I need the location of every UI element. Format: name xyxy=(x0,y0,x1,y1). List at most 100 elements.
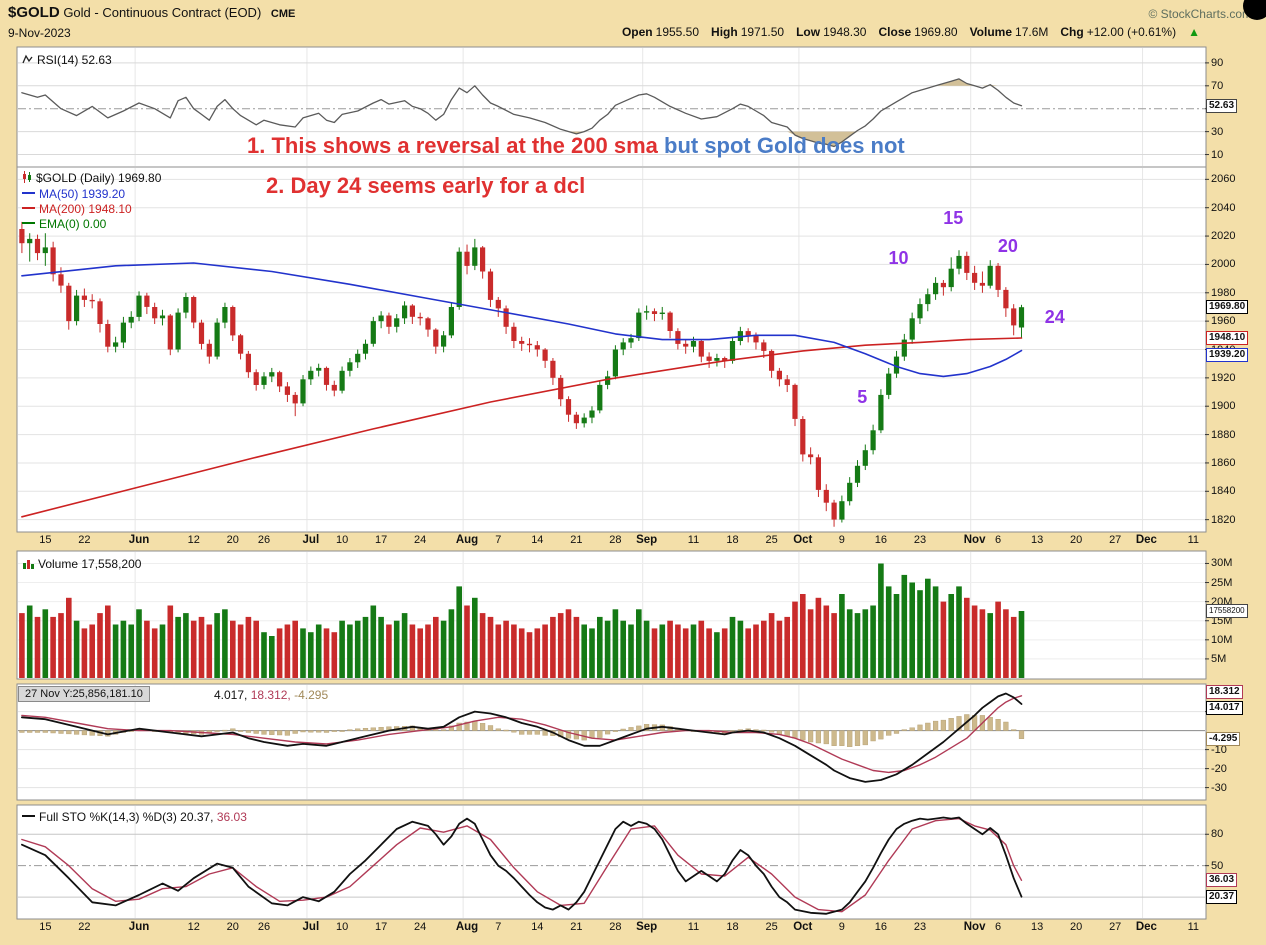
y-axis-label: 30M xyxy=(1211,557,1233,570)
ma50-label: MA(50) 1939.20 xyxy=(39,187,126,201)
x-axis-label: 16 xyxy=(874,534,888,546)
x-axis-label: 26 xyxy=(257,534,271,546)
chart-header: $GOLD Gold - Continuous Contract (EOD) C… xyxy=(8,4,295,21)
ema-swatch xyxy=(22,222,35,225)
volume-legend: Volume 17,558,200 xyxy=(22,557,141,572)
y-axis-label: 70 xyxy=(1211,79,1224,92)
sto-swatch xyxy=(22,815,35,818)
x-axis-label: 20 xyxy=(226,921,239,933)
x-axis-label: 11 xyxy=(1187,921,1199,933)
quote-item: Close 1969.80 xyxy=(878,25,958,39)
x-axis-label: 11 xyxy=(1187,534,1199,546)
x-axis-label: 11 xyxy=(687,534,700,546)
x-axis-label: 28 xyxy=(609,534,622,546)
x-axis-label: Oct xyxy=(793,921,813,933)
x-axis-label: 25 xyxy=(765,534,778,546)
x-axis-label: 17 xyxy=(375,534,388,546)
value-box: 1948.10 xyxy=(1206,331,1249,345)
x-axis-label: 20 xyxy=(226,534,239,546)
y-axis-label: 1860 xyxy=(1211,456,1236,469)
volume-bars-icon xyxy=(22,558,35,572)
x-axis-label: 18 xyxy=(726,921,739,933)
annotation-day24: 2. Day 24 seems early for a dcl xyxy=(266,173,586,198)
sto-legend: Full STO %K(14,3) %D(3) 20.37, 36.03 xyxy=(22,810,247,824)
price-legend: $GOLD (Daily) 1969.80 MA(50) 1939.20 MA(… xyxy=(22,171,161,232)
x-axis-label: Nov xyxy=(963,921,986,933)
day-count-label: 10 xyxy=(888,247,909,268)
rsi-label: RSI(14) 52.63 xyxy=(37,53,112,67)
y-axis-label: 2060 xyxy=(1211,173,1236,186)
x-axis-label: 9 xyxy=(838,921,845,933)
ma50-swatch xyxy=(22,192,35,195)
y-axis-label: 1920 xyxy=(1211,371,1236,384)
value-box: 52.63 xyxy=(1206,98,1238,113)
x-axis-label: Oct xyxy=(793,534,813,546)
x-axis-label: 20 xyxy=(1070,534,1083,546)
macd-value: 4.017, xyxy=(214,688,248,702)
x-axis-label: 15 xyxy=(39,921,52,933)
y-axis-label: -10 xyxy=(1211,743,1227,756)
y-axis-label: 1880 xyxy=(1211,428,1236,441)
x-axis-label: Nov xyxy=(963,534,986,546)
x-axis-label: 14 xyxy=(531,921,544,933)
crosshair-tooltip: 27 Nov Y:25,856,181.10 xyxy=(18,686,150,702)
indicator-icon xyxy=(22,54,34,68)
y-axis-label: 30 xyxy=(1211,125,1224,138)
symbol-label: $GOLD xyxy=(8,4,60,21)
x-axis-label: 13 xyxy=(1030,921,1044,933)
x-axis-label: 24 xyxy=(414,921,427,933)
day-count-label: 24 xyxy=(1044,307,1065,328)
value-box: 1969.80 xyxy=(1206,300,1249,315)
x-axis-label: 14 xyxy=(531,534,544,546)
y-axis-label: 80 xyxy=(1211,828,1224,841)
y-axis-label: 50 xyxy=(1211,859,1224,872)
value-box: 17558200 xyxy=(1206,603,1248,618)
x-axis-label: 12 xyxy=(187,534,200,546)
value-box: -4.295 xyxy=(1206,731,1241,746)
x-axis-label: 6 xyxy=(994,921,1002,933)
x-axis-label: 6 xyxy=(994,534,1002,546)
value-box: 18.312 xyxy=(1206,684,1243,699)
annotation-red-text: 1. This shows a reversal at the 200 sma xyxy=(247,133,658,158)
ma200-label: MA(200) 1948.10 xyxy=(39,202,132,216)
x-axis-label: 27 xyxy=(1109,921,1122,933)
quote-item: Low 1948.30 xyxy=(796,25,867,39)
y-axis-label: 10M xyxy=(1211,633,1233,646)
y-axis-label: 2040 xyxy=(1211,201,1236,214)
x-axis-label: 26 xyxy=(257,921,271,933)
x-axis-label: Dec xyxy=(1135,921,1157,933)
y-axis-label: 2020 xyxy=(1211,230,1236,243)
day-count-label: 15 xyxy=(943,208,964,229)
x-axis-label: 27 xyxy=(1109,534,1122,546)
chg-arrow-icon: ▲ xyxy=(1188,25,1200,39)
x-axis-label: Jul xyxy=(302,921,320,933)
y-axis-label: -30 xyxy=(1211,781,1227,794)
x-axis-label: 21 xyxy=(570,921,583,933)
x-axis-label: 23 xyxy=(913,921,927,933)
quote-item: Chg +12.00 (+0.61%) xyxy=(1060,25,1177,39)
x-axis-label: Jun xyxy=(128,921,150,933)
y-axis-label: -20 xyxy=(1211,762,1227,775)
x-axis-label: 24 xyxy=(414,534,427,546)
exchange-label: CME xyxy=(270,8,296,20)
x-axis-label: 20 xyxy=(1070,921,1083,933)
ema-legend-row: EMA(0) 0.00 xyxy=(22,217,161,232)
annotation-reversal: 1. This shows a reversal at the 200 sma … xyxy=(247,133,905,159)
y-axis-label: 90 xyxy=(1211,56,1224,69)
value-box: 20.37 xyxy=(1206,889,1238,904)
x-axis-label: 9 xyxy=(838,534,845,546)
ma200-legend-row: MA(200) 1948.10 xyxy=(22,202,161,217)
y-axis-label: 10 xyxy=(1211,148,1224,161)
macd-signal-value: 18.312, xyxy=(250,688,291,702)
y-axis-label: 1840 xyxy=(1211,485,1236,498)
x-axis-label: 25 xyxy=(765,921,778,933)
y-axis-label: 5M xyxy=(1211,652,1227,665)
corner-overlay-icon[interactable] xyxy=(1243,0,1266,20)
macd-legend: 4.017, 18.312, -4.295 xyxy=(214,688,328,702)
ma50-legend-row: MA(50) 1939.20 xyxy=(22,187,161,202)
x-axis-label: 13 xyxy=(1030,534,1044,546)
volume-label: Volume 17,558,200 xyxy=(38,557,142,571)
x-axis-label: 22 xyxy=(78,534,91,546)
candlestick-icon xyxy=(22,171,33,187)
